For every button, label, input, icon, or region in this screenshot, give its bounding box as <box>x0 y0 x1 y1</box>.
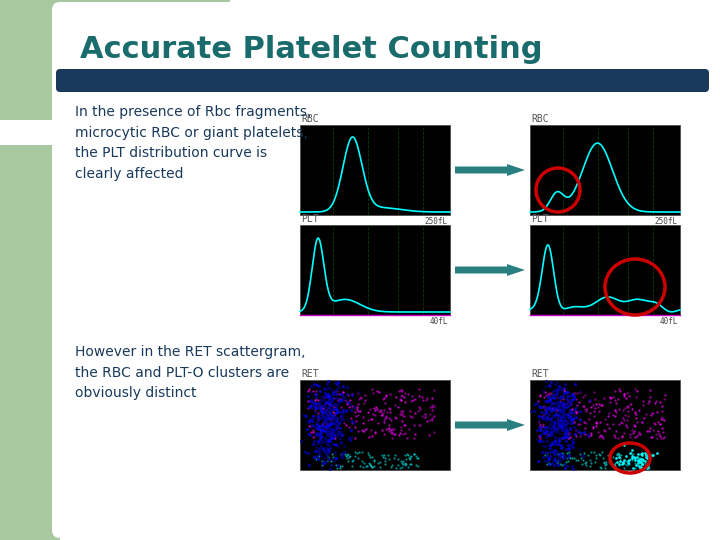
Polygon shape <box>455 264 525 276</box>
FancyBboxPatch shape <box>300 225 450 315</box>
Text: RBC: RBC <box>301 114 319 124</box>
FancyBboxPatch shape <box>530 380 680 470</box>
Text: PLT: PLT <box>301 214 319 224</box>
Text: 250fL: 250fL <box>425 217 448 226</box>
Text: RET: RET <box>531 369 549 379</box>
FancyBboxPatch shape <box>52 2 720 538</box>
Polygon shape <box>455 419 525 431</box>
FancyBboxPatch shape <box>530 125 680 215</box>
Text: However in the RET scattergram,
the RBC and PLT-O clusters are
obviously distinc: However in the RET scattergram, the RBC … <box>75 345 305 400</box>
Text: 40fL: 40fL <box>430 317 448 326</box>
Polygon shape <box>0 145 60 540</box>
FancyBboxPatch shape <box>300 125 450 215</box>
Text: RBC: RBC <box>531 114 549 124</box>
Text: PLT: PLT <box>531 214 549 224</box>
Text: In the presence of Rbc fragments,
microcytic RBC or giant platelets,
the PLT dis: In the presence of Rbc fragments, microc… <box>75 105 311 181</box>
Text: RET: RET <box>301 369 319 379</box>
Text: 40fL: 40fL <box>660 317 678 326</box>
FancyBboxPatch shape <box>56 69 709 92</box>
Text: Accurate Platelet Counting: Accurate Platelet Counting <box>80 36 542 64</box>
Text: 250fL: 250fL <box>655 217 678 226</box>
Polygon shape <box>0 0 230 120</box>
FancyBboxPatch shape <box>300 380 450 470</box>
Polygon shape <box>455 164 525 176</box>
FancyBboxPatch shape <box>530 225 680 315</box>
